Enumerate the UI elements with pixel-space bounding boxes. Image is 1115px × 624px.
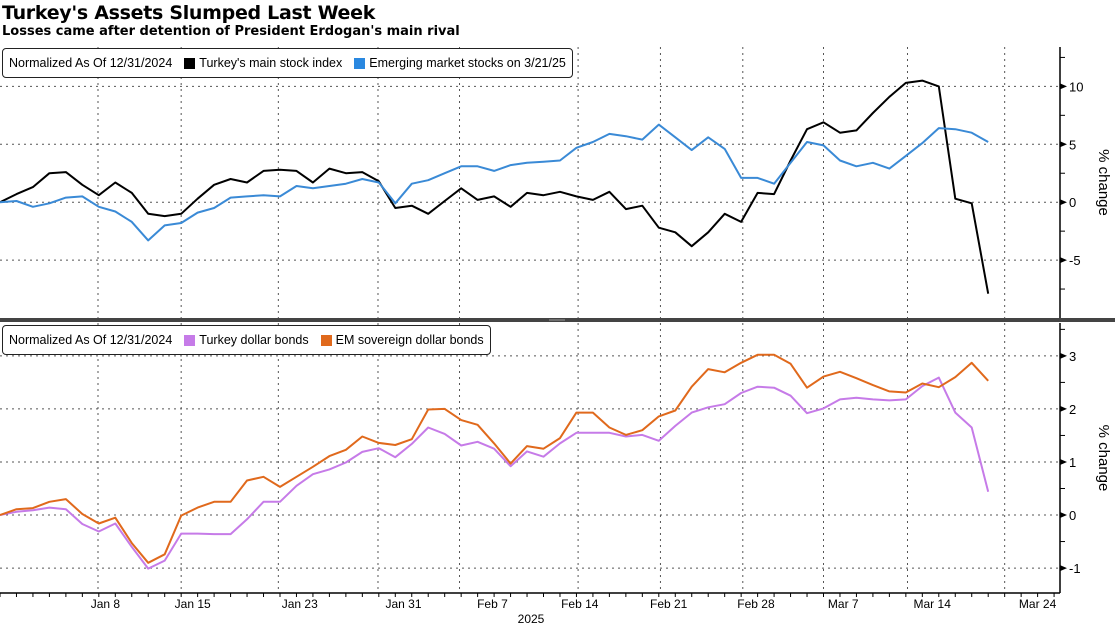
y-tick-mark — [1060, 199, 1067, 206]
y-axis-label: % change — [1095, 149, 1112, 216]
x-tick-label: Mar 14 — [914, 597, 952, 611]
legend-note: Normalized As Of 12/31/2024 — [9, 56, 173, 70]
legend-bottom: Normalized As Of 12/31/2024 Turkey dolla… — [2, 325, 491, 355]
legend-swatch-em-bonds — [320, 334, 332, 346]
x-tick-label: Jan 31 — [385, 597, 421, 611]
y-tick-label: 3 — [1069, 349, 1076, 364]
x-tick-label: Feb 7 — [477, 597, 508, 611]
y-axis-label: % change — [1095, 425, 1112, 492]
x-tick-label: Mar 7 — [828, 597, 859, 611]
y-tick-mark — [1060, 512, 1067, 519]
y-tick-mark — [1060, 257, 1067, 264]
y-tick-mark — [1060, 141, 1067, 148]
y-tick-label: 5 — [1069, 137, 1076, 152]
series-line-turkey-s-main-stock-index — [0, 79, 990, 294]
legend-label-em-bonds: EM sovereign dollar bonds — [335, 333, 484, 347]
legend-swatch-turkey-bonds — [184, 334, 196, 346]
legend-label-turkey-bonds: Turkey dollar bonds — [199, 333, 309, 347]
chart-title: Turkey's Assets Slumped Last Week — [2, 2, 376, 24]
x-tick-label: Jan 23 — [282, 597, 318, 611]
series-line-turkey-dollar-bonds — [0, 376, 990, 570]
y-tick-label: 10 — [1069, 79, 1083, 94]
y-tick-label: -5 — [1069, 253, 1081, 268]
legend-top: Normalized As Of 12/31/2024 Turkey's mai… — [2, 48, 573, 78]
y-tick-label: 0 — [1069, 508, 1076, 523]
x-tick-label: Feb 28 — [737, 597, 775, 611]
y-tick-label: -1 — [1069, 561, 1081, 576]
x-tick-label: Jan 15 — [175, 597, 211, 611]
x-tick-label: Jan 8 — [91, 597, 121, 611]
y-tick-mark — [1060, 83, 1067, 90]
y-tick-label: 0 — [1069, 195, 1076, 210]
legend-swatch-turkey-stocks — [184, 57, 196, 69]
series-line-em-sovereign-dollar-bonds — [0, 353, 989, 564]
y-tick-mark — [1060, 405, 1067, 412]
x-tick-label: Feb 21 — [650, 597, 688, 611]
y-tick-label: 1 — [1069, 455, 1076, 470]
x-tick-label: Mar 24 — [1019, 597, 1057, 611]
y-tick-mark — [1060, 352, 1067, 359]
legend-label-turkey-stocks: Turkey's main stock index — [199, 56, 343, 70]
x-axis-year-label: 2025 — [518, 612, 545, 624]
legend-label-em-stocks: Emerging market stocks on 3/21/25 — [369, 56, 566, 70]
legend-swatch-em-stocks — [354, 57, 366, 69]
chart-subtitle: Losses came after detention of President… — [2, 24, 460, 39]
x-tick-label: Feb 14 — [561, 597, 599, 611]
series-line-emerging-market-stocks-on-3-21-25 — [0, 123, 989, 242]
legend-note: Normalized As Of 12/31/2024 — [9, 333, 173, 347]
y-tick-label: 2 — [1069, 402, 1076, 417]
y-tick-mark — [1060, 458, 1067, 465]
y-tick-mark — [1060, 565, 1067, 572]
